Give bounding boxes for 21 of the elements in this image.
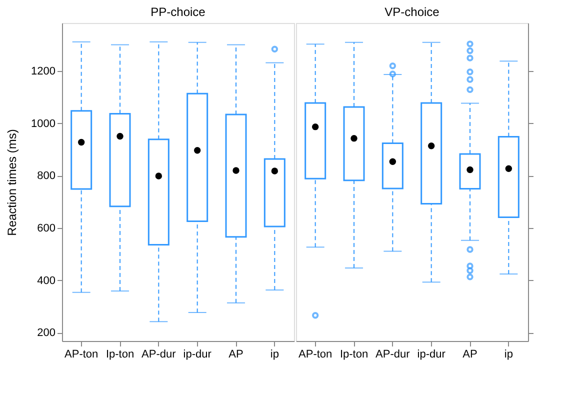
x-tick-label: AP-dur xyxy=(142,348,176,360)
x-tick-label: ip xyxy=(504,348,513,360)
x-tick-label: AP-ton xyxy=(64,348,98,360)
chart-title: VP-choice xyxy=(384,5,440,19)
y-tick-label: 200 xyxy=(37,327,56,340)
y-tick-label: 400 xyxy=(37,274,56,287)
x-tick-label: Ip-ton xyxy=(340,348,368,360)
y-tick-label: 800 xyxy=(37,170,56,182)
x-tick-label: AP xyxy=(228,348,244,360)
y-tick-label: 1000 xyxy=(31,118,56,130)
x-tick-label: AP-ton xyxy=(298,348,332,360)
y-tick-label: 600 xyxy=(37,222,56,235)
x-tick-label: ip xyxy=(270,348,279,360)
x-tick-label: AP xyxy=(462,348,478,360)
x-tick-label: ip-dur xyxy=(183,348,212,360)
chart-title: PP-choice xyxy=(150,5,206,19)
x-tick-label: Ip-ton xyxy=(106,348,134,360)
x-tick-label: ip-dur xyxy=(417,348,446,360)
x-tick-label: AP-dur xyxy=(376,348,410,360)
y-axis-title: Reaction times (ms) xyxy=(5,129,20,236)
y-tick-label: 1200 xyxy=(31,66,56,78)
